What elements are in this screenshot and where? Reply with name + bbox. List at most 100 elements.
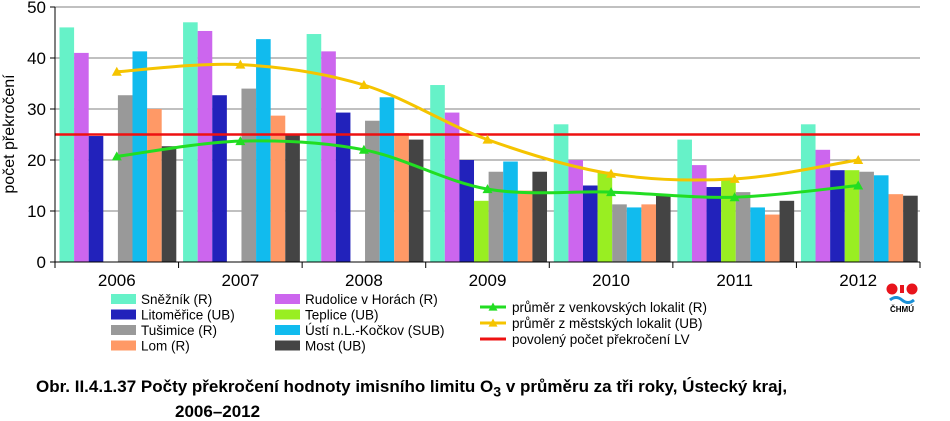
bar xyxy=(655,195,671,262)
legend-label: Teplice (UB) xyxy=(305,308,379,323)
bar xyxy=(365,120,380,262)
y-tick-label: 0 xyxy=(37,253,46,272)
legend-swatch xyxy=(111,340,136,351)
series-marker xyxy=(482,134,493,144)
legend-swatch xyxy=(275,309,300,320)
legend-label: Lom (R) xyxy=(141,339,190,354)
bar xyxy=(59,27,75,263)
average-lines xyxy=(111,59,864,202)
bar xyxy=(721,178,736,262)
x-tick-label: 2011 xyxy=(716,271,753,290)
y-tick-label: 20 xyxy=(27,151,46,170)
bar xyxy=(873,175,889,262)
bar xyxy=(285,134,300,262)
legend-label: Sněžník (R) xyxy=(141,292,212,307)
bar xyxy=(321,51,336,263)
axes: 0 10 20 30 40 50 2006 2007 2008 2009 2010 2011 2012 xyxy=(27,0,921,290)
legend-label: Ústí n.L.-Kočkov (SUB) xyxy=(305,323,445,338)
series-marker xyxy=(358,144,369,154)
y-tick-label: 50 xyxy=(27,0,46,17)
bar xyxy=(147,109,162,262)
bar xyxy=(408,139,424,262)
series-marker xyxy=(606,168,617,178)
bars xyxy=(59,22,918,263)
bar xyxy=(394,132,409,262)
legend-swatch xyxy=(275,325,300,335)
bar xyxy=(132,51,148,263)
bar xyxy=(859,171,874,262)
bar xyxy=(88,136,104,262)
x-tick-label: 2010 xyxy=(592,271,630,290)
bar xyxy=(691,165,707,262)
legend-label: Rudolice v Horách (R) xyxy=(305,292,438,307)
caption-subscript: 3 xyxy=(493,384,502,401)
legend-label: průměr z městských lokalit (UB) xyxy=(512,316,703,331)
bar xyxy=(706,187,722,262)
series-marker xyxy=(729,192,740,202)
y-tick-label: 40 xyxy=(27,49,46,68)
y-axis-title: počet překročení xyxy=(1,74,18,194)
x-tick-label: 2009 xyxy=(469,271,507,290)
bar xyxy=(597,171,613,262)
legend-swatch xyxy=(275,340,300,351)
logo-dot-right xyxy=(906,283,918,295)
bar xyxy=(764,214,780,262)
x-tick-label: 2008 xyxy=(345,271,383,290)
legend-label: Most (UB) xyxy=(305,339,366,354)
bar xyxy=(750,207,765,262)
series-marker xyxy=(729,173,740,183)
bar xyxy=(459,160,475,262)
bar xyxy=(641,204,656,262)
caption-suffix: v průměru za tři roky, Ústecký kraj, xyxy=(501,377,788,396)
bar xyxy=(844,170,860,262)
series-marker xyxy=(235,59,246,69)
logo-dot-left xyxy=(886,283,898,295)
series-marker xyxy=(853,180,864,190)
series-marker xyxy=(235,136,246,146)
bar xyxy=(117,95,133,262)
bar xyxy=(212,95,227,262)
series-marker xyxy=(606,187,617,197)
bar xyxy=(270,115,286,262)
caption-prefix: Obr. II.4.1.37 Počty překročení hodnoty … xyxy=(36,377,494,396)
bar xyxy=(735,192,751,262)
bar xyxy=(444,112,460,262)
legend: Sněžník (R)Litoměřice (UB)Tušimice (R)Lo… xyxy=(111,292,707,354)
series-marker xyxy=(358,80,369,90)
legend-label: povolený počet překročení LV xyxy=(512,332,690,347)
bar xyxy=(815,149,831,262)
bar xyxy=(161,146,177,262)
x-tick-label: 2007 xyxy=(221,271,259,290)
caption-line2: 2006–2012 xyxy=(175,402,261,421)
bar xyxy=(474,200,489,262)
bar xyxy=(335,112,351,262)
logo-text: ČHMÚ xyxy=(890,305,914,314)
x-tick-label: 2012 xyxy=(839,271,877,290)
bar xyxy=(532,171,548,262)
legend-label: Tušimice (R) xyxy=(141,323,217,338)
bar xyxy=(379,97,395,263)
bar xyxy=(779,200,795,262)
bar xyxy=(830,170,845,262)
bar xyxy=(677,139,692,262)
chart: počet překročení 0 10 20 30 40 50 2006 2007 2008… xyxy=(1,0,921,354)
series-marker xyxy=(853,155,864,164)
bar xyxy=(626,207,642,262)
legend-swatch xyxy=(111,294,136,304)
legend-swatch xyxy=(275,294,300,304)
bar xyxy=(568,160,583,262)
bar xyxy=(903,195,918,262)
legend-marker xyxy=(488,318,498,327)
bar xyxy=(197,30,213,262)
series-marker xyxy=(111,151,122,161)
legend-swatch xyxy=(111,325,136,335)
bar xyxy=(488,171,504,262)
y-tick-label: 30 xyxy=(27,100,46,119)
bar xyxy=(517,190,533,262)
bar xyxy=(800,124,816,262)
bar xyxy=(74,52,89,263)
logo-bar xyxy=(900,285,904,293)
legend-marker xyxy=(488,302,498,311)
legend-label: průměr z venkovských lokalit (R) xyxy=(512,300,707,315)
legend-swatch xyxy=(111,309,136,320)
